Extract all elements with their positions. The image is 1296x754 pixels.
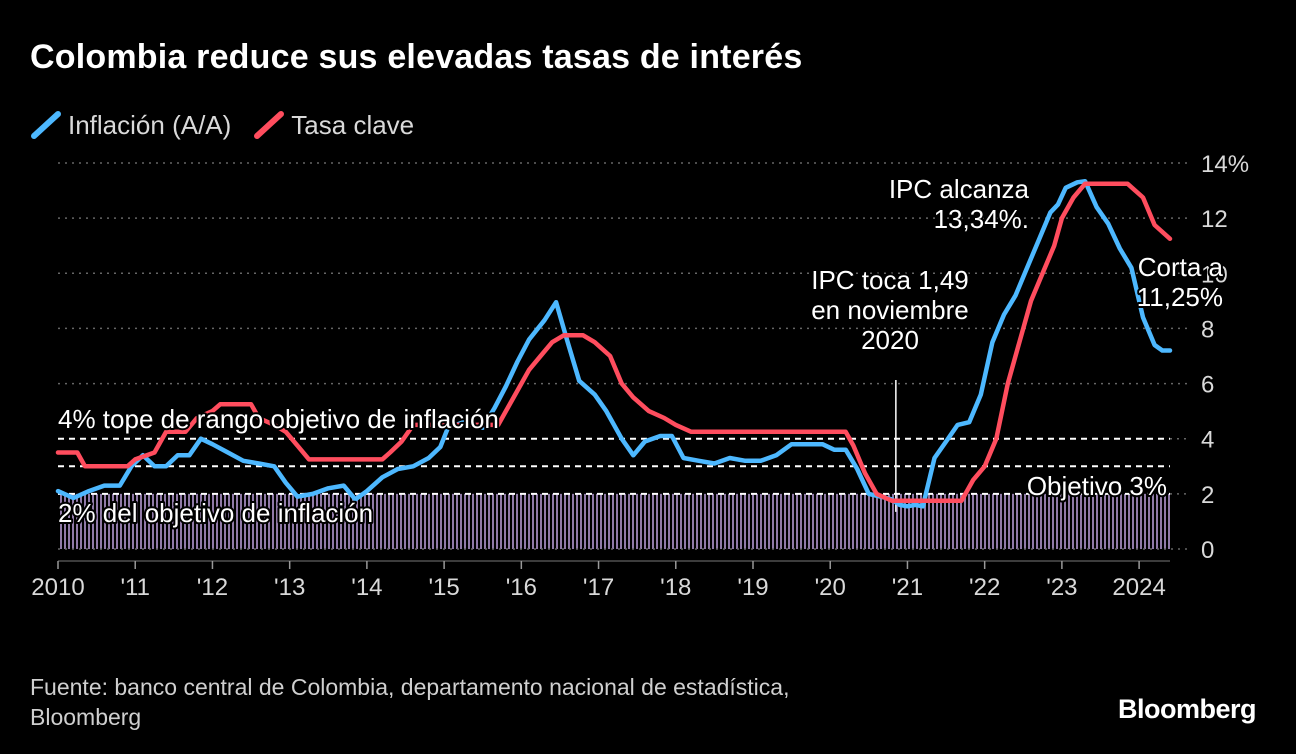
annotation-cpi-low-line-3: 2020 <box>861 325 919 355</box>
annotation-lower-target-line-1: 2% del objetivo de inflación <box>58 498 373 528</box>
x-tick-label-2010: 2010 <box>31 574 84 601</box>
legend-swatch-inflation <box>31 111 61 139</box>
annotation-rate-cut-line-1: Corta a <box>1138 252 1224 282</box>
legend-label-rate: Tasa clave <box>291 109 415 140</box>
y-tick-label-2: 2 <box>1201 482 1214 509</box>
legend-item-inflation: Inflación (A/A) <box>30 108 231 142</box>
legend-swatch-rate <box>254 111 285 139</box>
y-tick-label-0: 0 <box>1201 537 1214 564</box>
x-tick-label-2011: '11 <box>120 574 150 601</box>
y-tick-label-10: 10 <box>1201 261 1228 288</box>
x-tick-label-2020: '20 <box>815 574 846 601</box>
legend-swatch-inflation-line <box>31 111 61 139</box>
chart-title: Colombia reduce sus elevadas tasas de in… <box>30 38 803 76</box>
x-tick-label-2022: '22 <box>969 574 1000 601</box>
x-tick-label-2021: '21 <box>892 574 923 601</box>
source-note: Fuente: banco central de Colombia, depar… <box>30 672 990 732</box>
annotation-target-line-1: Objetivo 3% <box>1027 471 1167 501</box>
y-tick-label-6: 6 <box>1201 372 1214 399</box>
legend-label-inflation: Inflación (A/A) <box>68 109 232 140</box>
x-tick-label-2019: '19 <box>737 574 768 601</box>
target-floor-band <box>58 493 1172 549</box>
legend-swatch-rate-line <box>254 111 285 139</box>
brand-logo: Bloomberg <box>1117 694 1257 724</box>
x-tick-label-2017: '17 <box>583 574 614 601</box>
annotation-cpi-low-line-2: en noviembre <box>811 295 969 325</box>
annotation-upper-target-line-1: 4% tope de rango objetivo de inflación <box>58 404 499 434</box>
x-tick-label-2023: '23 <box>1046 574 1077 601</box>
y-tick-label-12: 12 <box>1201 206 1228 233</box>
annotation-cpi-peak-line-1: IPC alcanza <box>889 174 1030 204</box>
y-tick-label-8: 8 <box>1201 316 1214 343</box>
source-line-2: Bloomberg <box>30 704 142 730</box>
x-tick-label-2015: '15 <box>428 574 459 601</box>
x-tick-label-2014: '14 <box>351 574 382 601</box>
x-tick-label-2024: 2024 <box>1112 574 1165 601</box>
y-tick-label-14: 14% <box>1201 151 1249 178</box>
series-line-inflation <box>55 178 1173 509</box>
annotation-cpi-peak-line-2: 13,34%. <box>934 204 1029 234</box>
annotation-cpi-low-line-1: IPC toca 1,49 <box>811 265 969 295</box>
annotation-rate-cut-line-2: 11,25% <box>1137 282 1223 312</box>
x-tick-label-2018: '18 <box>660 574 691 601</box>
y-tick-label-4: 4 <box>1201 427 1214 454</box>
legend-item-rate: Tasa clave <box>253 108 414 142</box>
series-line-rate <box>55 181 1173 504</box>
x-tick-label-2013: '13 <box>274 574 305 601</box>
x-tick-label-2016: '16 <box>506 574 537 601</box>
chart-legend: Inflación (A/A) Tasa clave <box>30 108 436 142</box>
source-line-1: Fuente: banco central de Colombia, depar… <box>30 674 790 700</box>
x-tick-label-2012: '12 <box>197 574 228 601</box>
